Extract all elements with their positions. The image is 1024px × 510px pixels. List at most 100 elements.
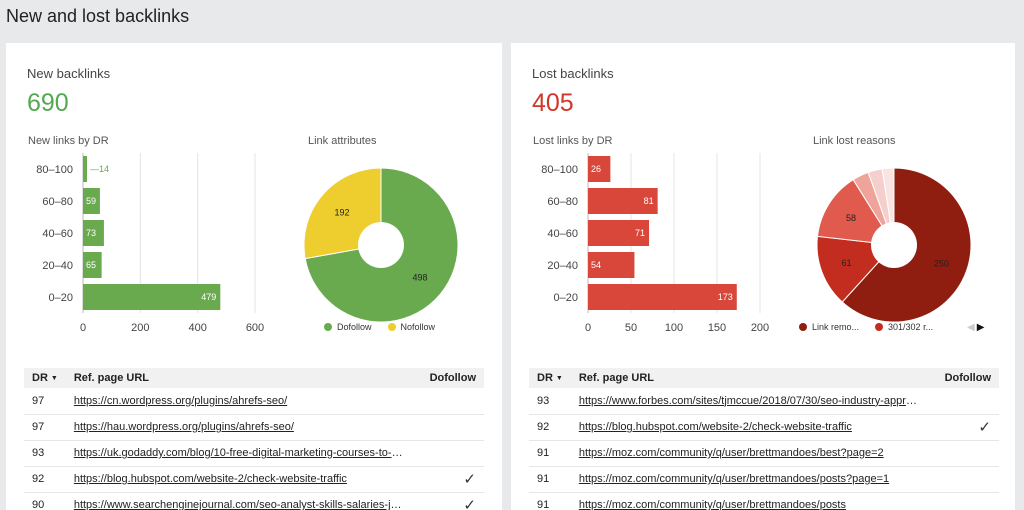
bar-value-label: 54 (591, 260, 601, 270)
url-cell: https://moz.com/community/q/user/brettma… (570, 466, 929, 493)
ref-page-link[interactable]: https://cn.wordpress.org/plugins/ahrefs-… (73, 394, 288, 407)
legend-pager: ◀ ▶ (967, 322, 984, 333)
x-tick-label: 400 (188, 322, 206, 334)
y-tick-label: 80–100 (541, 164, 578, 176)
url-cell: https://blog.hubspot.com/website-2/check… (570, 414, 929, 441)
dr-cell: 93 (24, 440, 66, 467)
legend-item-nofollow[interactable]: Nofollow (387, 322, 435, 332)
dr-cell: 91 (529, 492, 571, 510)
dofollow-check-icon (929, 440, 999, 467)
ref-page-link[interactable]: https://blog.hubspot.com/website-2/check… (73, 473, 347, 485)
y-tick-label: 40–60 (547, 228, 578, 240)
dofollow-check-icon: ✓ (414, 466, 484, 493)
table-row: 93 https://www.forbes.com/sites/tjmccue/… (529, 388, 999, 415)
ref-page-link[interactable]: https://blog.hubspot.com/website-2/check… (578, 421, 852, 433)
bar (83, 156, 88, 182)
y-tick-label: 20–40 (547, 260, 578, 272)
legend-dot (799, 323, 807, 331)
ref-page-link[interactable]: https://hau.wordpress.org/plugins/ahrefs… (73, 421, 294, 433)
new-backlinks-label: New backlinks (27, 66, 111, 81)
legend-item-dofollow[interactable]: Dofollow (324, 322, 372, 332)
y-tick-label: 40–60 (42, 228, 73, 240)
bar-value-label: 71 (635, 228, 645, 238)
ref-page-link[interactable]: https://www.searchenginejournal.com/seo-… (73, 499, 414, 510)
new-backlinks-panel: New backlinks 690 New links by DR 0 200 40… (6, 43, 502, 510)
table-header-row: DR ▼ Ref. page URL Dofollow (529, 368, 999, 388)
url-column-header: Ref. page URL (65, 368, 414, 388)
table-row: 91 https://moz.com/community/q/user/bret… (529, 466, 999, 493)
table-row: 97 https://cn.wordpress.org/plugins/ahre… (24, 388, 484, 415)
url-cell: https://moz.com/community/q/user/brettma… (570, 440, 929, 467)
ref-page-link[interactable]: https://moz.com/community/q/user/brettma… (578, 499, 846, 510)
next-page-icon[interactable]: ▶ (976, 322, 985, 333)
ref-page-link[interactable]: https://uk.godaddy.com/blog/10-free-digi… (73, 447, 414, 459)
url-column-header: Ref. page URL (570, 368, 929, 388)
bar-value-label: 479 (201, 292, 216, 302)
ref-page-link[interactable]: https://moz.com/community/q/user/brettma… (578, 473, 890, 485)
bar (83, 284, 221, 310)
table-row: 92 https://blog.hubspot.com/website-2/ch… (24, 466, 484, 493)
pie-slice-label: 58 (846, 213, 856, 223)
bar-value-label: —14 (90, 164, 109, 174)
bar (588, 156, 611, 182)
legend-item-link-removed[interactable]: Link remo... (799, 322, 859, 332)
dofollow-column-header: Dofollow (929, 368, 999, 388)
bar (588, 220, 650, 246)
lost-backlinks-table: DR ▼ Ref. page URL Dofollow 93 https://ww… (529, 368, 999, 510)
y-tick-label: 60–80 (547, 196, 578, 208)
pie-slice-label: 192 (335, 207, 350, 217)
dr-cell: 92 (529, 414, 571, 441)
dr-cell: 92 (24, 466, 66, 493)
lost-backlinks-panel: Lost backlinks 405 Lost links by DR 0 50 1… (511, 43, 1015, 510)
sort-desc-icon: ▼ (50, 374, 58, 382)
page-title: New and lost backlinks (6, 6, 190, 26)
link-attributes-title: Link attributes (308, 135, 377, 147)
x-tick-label: 200 (751, 322, 769, 334)
lost-backlinks-label: Lost backlinks (532, 66, 614, 81)
x-tick-label: 200 (131, 322, 149, 334)
link-lost-reasons-chart: 250 61 58 (816, 167, 972, 323)
lost-links-by-dr-title: Lost links by DR (533, 135, 613, 147)
y-tick-label: 60–80 (42, 196, 73, 208)
previous-page-icon[interactable]: ◀ (967, 322, 975, 333)
table-row: 97 https://hau.wordpress.org/plugins/ahr… (24, 414, 484, 441)
bar-value-label: 65 (86, 260, 96, 270)
donut-hole (358, 222, 404, 268)
pie-slice (816, 179, 895, 246)
y-tick-label: 80–100 (36, 164, 73, 176)
dofollow-check-icon (929, 466, 999, 493)
dofollow-check-icon (414, 440, 484, 467)
pie-slice-label: 498 (412, 273, 427, 283)
table-row: 93 https://uk.godaddy.com/blog/10-free-d… (24, 440, 484, 467)
x-tick-label: 600 (246, 322, 264, 334)
dr-cell: 91 (529, 440, 571, 467)
url-cell: https://www.forbes.com/sites/tjmccue/201… (570, 388, 929, 415)
table-header-row: DR ▼ Ref. page URL Dofollow (24, 368, 484, 388)
bar (83, 220, 104, 246)
x-tick-label: 150 (708, 322, 726, 334)
table-row: 90 https://www.searchenginejournal.com/s… (24, 492, 484, 510)
legend-dot (875, 323, 884, 331)
pie-slice-label: 61 (841, 258, 851, 268)
dofollow-check-icon (929, 492, 999, 510)
x-tick-label: 0 (585, 322, 591, 334)
table-row: 92 https://blog.hubspot.com/website-2/ch… (529, 414, 999, 441)
ref-page-link[interactable]: https://www.forbes.com/sites/tjmccue/201… (578, 394, 922, 407)
dofollow-check-icon (414, 388, 484, 415)
donut-hole (871, 222, 917, 268)
url-cell: https://blog.hubspot.com/website-2/check… (65, 466, 414, 493)
legend-dot (387, 323, 396, 331)
legend-item-redirect[interactable]: 301/302 r... (875, 322, 933, 332)
legend-dot (324, 323, 332, 331)
y-tick-label: 20–40 (42, 260, 73, 272)
ref-page-link[interactable]: https://moz.com/community/q/user/brettma… (578, 447, 884, 459)
y-tick-label: 0–20 (554, 292, 578, 304)
dr-column-header[interactable]: DR ▼ (24, 368, 66, 388)
bar-value-label: 73 (86, 228, 96, 238)
dr-cell: 97 (24, 414, 66, 441)
link-attributes-chart: 498 192 (303, 167, 459, 323)
x-tick-label: 100 (665, 322, 683, 334)
bar-value-label: 173 (718, 292, 733, 302)
bar (588, 252, 635, 278)
dr-column-header[interactable]: DR ▼ (529, 368, 571, 388)
